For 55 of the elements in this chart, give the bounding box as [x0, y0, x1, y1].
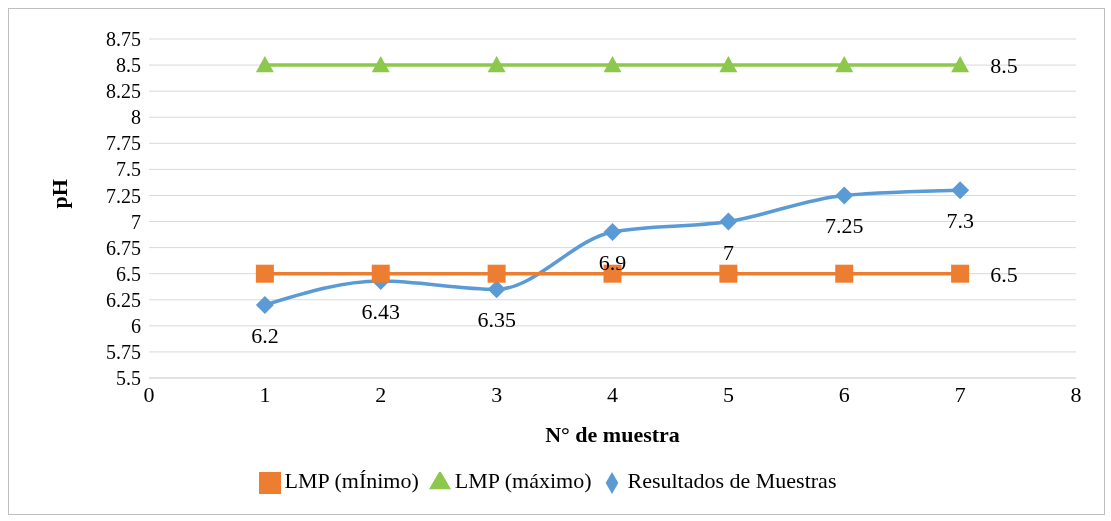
x-tick-label: 3	[491, 381, 503, 407]
point	[487, 280, 506, 299]
y-tick-label: 7.75	[106, 132, 141, 155]
y-tick-label: 8	[131, 106, 141, 129]
point	[835, 186, 854, 205]
point	[951, 56, 970, 73]
data-label: 6.2	[251, 322, 279, 348]
x-tick-label: 2	[375, 381, 387, 407]
point	[719, 56, 738, 73]
data-label: 6.43	[361, 298, 400, 324]
x-tick-label: 6	[838, 381, 850, 407]
point	[255, 264, 274, 283]
point	[371, 56, 390, 73]
y-tick-label: 5.75	[106, 341, 141, 364]
y-tick-label: 8.5	[116, 54, 141, 77]
point	[487, 264, 506, 283]
data-label: 7.25	[825, 213, 864, 239]
point	[719, 264, 738, 283]
x-tick-label: 7	[954, 381, 966, 407]
data-label: 8.5	[990, 53, 1018, 79]
y-tick-label: 5.5	[116, 367, 141, 390]
x-tick-label: 0	[143, 381, 155, 407]
data-label: 6.5	[990, 261, 1018, 287]
y-tick-label: 6.25	[106, 288, 141, 311]
data-label: 6.35	[477, 307, 516, 333]
x-axis-title: N° de muestra	[545, 421, 680, 447]
point	[835, 264, 854, 283]
point	[835, 56, 854, 73]
point	[951, 181, 970, 200]
x-tick-label: 4	[607, 381, 618, 407]
legend-label: Resultados de Muestras	[627, 468, 837, 493]
data-label: 7.3	[946, 208, 974, 234]
y-tick-label: 8.25	[106, 80, 141, 103]
y-axis-title: pH	[46, 179, 72, 209]
x-tick-label: 8	[1070, 381, 1082, 407]
point	[255, 295, 274, 314]
point	[951, 264, 970, 283]
point	[371, 264, 390, 283]
point	[603, 56, 622, 73]
y-tick-label: 6.5	[116, 262, 141, 285]
y-tick-label: 7.25	[106, 184, 141, 207]
point	[719, 212, 738, 231]
y-tick-label: 7.5	[116, 158, 141, 181]
y-tick-label: 8.75	[106, 28, 141, 51]
legend-label: LMP (máximo)	[454, 468, 592, 493]
point	[603, 222, 622, 241]
legend-label: LMP (mÍnimo)	[284, 468, 419, 493]
data-label: 7	[722, 239, 734, 265]
point	[487, 56, 506, 73]
point	[255, 56, 274, 73]
y-tick-label: 6.75	[106, 236, 141, 259]
x-tick-label: 5	[722, 381, 734, 407]
y-tick-label: 6	[131, 314, 141, 337]
y-tick-label: 7	[131, 210, 141, 233]
x-tick-label: 1	[259, 381, 271, 407]
